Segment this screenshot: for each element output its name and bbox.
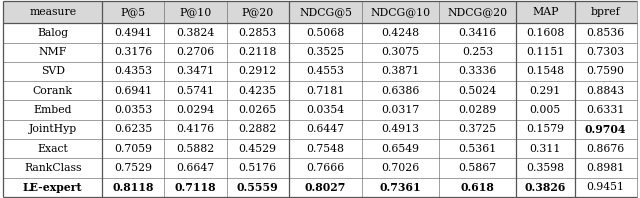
Text: 0.4176: 0.4176 [177, 124, 214, 134]
Text: 0.2882: 0.2882 [239, 124, 277, 134]
Text: 0.7118: 0.7118 [175, 182, 216, 193]
Text: Balog: Balog [37, 28, 68, 38]
Text: 0.1579: 0.1579 [526, 124, 564, 134]
Text: 0.1548: 0.1548 [526, 67, 564, 76]
Text: 0.9704: 0.9704 [585, 124, 627, 135]
Text: measure: measure [29, 7, 76, 17]
Text: 0.8981: 0.8981 [586, 163, 625, 173]
Text: 0.7026: 0.7026 [381, 163, 420, 173]
Text: 0.1608: 0.1608 [526, 28, 564, 38]
Text: 0.6447: 0.6447 [307, 124, 344, 134]
Text: 0.4529: 0.4529 [239, 144, 276, 154]
Text: 0.0317: 0.0317 [381, 105, 420, 115]
Text: 0.6386: 0.6386 [381, 86, 420, 96]
Text: 0.3416: 0.3416 [458, 28, 497, 38]
Text: 0.7529: 0.7529 [114, 163, 152, 173]
Text: 0.8536: 0.8536 [586, 28, 625, 38]
Text: 0.0294: 0.0294 [177, 105, 214, 115]
Text: 0.8118: 0.8118 [113, 182, 154, 193]
Text: RankClass: RankClass [24, 163, 81, 173]
Text: 0.0353: 0.0353 [114, 105, 152, 115]
Text: 0.3336: 0.3336 [458, 67, 497, 76]
Text: P@20: P@20 [242, 7, 274, 17]
Text: 0.7590: 0.7590 [587, 67, 625, 76]
Text: JointHyp: JointHyp [29, 124, 77, 134]
Text: LE-expert: LE-expert [23, 182, 83, 193]
Text: 0.5361: 0.5361 [458, 144, 497, 154]
Text: 0.2912: 0.2912 [239, 67, 277, 76]
Text: 0.2706: 0.2706 [177, 47, 214, 57]
Text: 0.7666: 0.7666 [307, 163, 344, 173]
Text: Corank: Corank [33, 86, 73, 96]
Text: SVD: SVD [41, 67, 65, 76]
Text: 0.9451: 0.9451 [587, 182, 625, 192]
Text: Exact: Exact [37, 144, 68, 154]
Text: 0.2118: 0.2118 [239, 47, 277, 57]
Text: P@10: P@10 [179, 7, 212, 17]
Text: 0.3826: 0.3826 [525, 182, 566, 193]
Text: MAP: MAP [532, 7, 559, 17]
Text: 0.1151: 0.1151 [526, 47, 564, 57]
Text: 0.8843: 0.8843 [586, 86, 625, 96]
Text: NDCG@20: NDCG@20 [447, 7, 508, 17]
Text: 0.3525: 0.3525 [307, 47, 344, 57]
Text: 0.291: 0.291 [530, 86, 561, 96]
Text: 0.8676: 0.8676 [586, 144, 625, 154]
Text: 0.6647: 0.6647 [177, 163, 214, 173]
Text: 0.6549: 0.6549 [381, 144, 420, 154]
Text: 0.5176: 0.5176 [239, 163, 277, 173]
Text: 0.5741: 0.5741 [177, 86, 214, 96]
Text: 0.5024: 0.5024 [458, 86, 497, 96]
Text: 0.3598: 0.3598 [526, 163, 564, 173]
Text: 0.4235: 0.4235 [239, 86, 277, 96]
Text: 0.7548: 0.7548 [307, 144, 344, 154]
Text: 0.618: 0.618 [461, 182, 495, 193]
Text: 0.5068: 0.5068 [307, 28, 344, 38]
Text: 0.7361: 0.7361 [380, 182, 421, 193]
Text: NMF: NMF [38, 47, 67, 57]
Text: 0.3176: 0.3176 [114, 47, 152, 57]
Text: 0.3471: 0.3471 [177, 67, 214, 76]
Text: 0.4248: 0.4248 [381, 28, 420, 38]
Text: Embed: Embed [33, 105, 72, 115]
Text: 0.6331: 0.6331 [586, 105, 625, 115]
Text: NDCG@5: NDCG@5 [299, 7, 352, 17]
Text: 0.6235: 0.6235 [114, 124, 152, 134]
Text: 0.5882: 0.5882 [177, 144, 214, 154]
Text: 0.4941: 0.4941 [114, 28, 152, 38]
Text: 0.7059: 0.7059 [114, 144, 152, 154]
Text: 0.4913: 0.4913 [381, 124, 420, 134]
Text: 0.0289: 0.0289 [458, 105, 497, 115]
Text: NDCG@10: NDCG@10 [371, 7, 431, 17]
Text: bpref: bpref [591, 7, 621, 17]
Text: 0.4353: 0.4353 [114, 67, 152, 76]
Text: 0.005: 0.005 [530, 105, 561, 115]
Text: 0.253: 0.253 [462, 47, 493, 57]
Text: 0.2853: 0.2853 [239, 28, 277, 38]
Text: 0.3824: 0.3824 [177, 28, 214, 38]
Text: 0.7181: 0.7181 [307, 86, 344, 96]
Text: 0.6941: 0.6941 [114, 86, 152, 96]
Text: 0.7303: 0.7303 [586, 47, 625, 57]
Text: 0.3075: 0.3075 [381, 47, 420, 57]
Text: 0.0265: 0.0265 [239, 105, 277, 115]
Text: 0.8027: 0.8027 [305, 182, 346, 193]
Text: 0.4553: 0.4553 [307, 67, 344, 76]
Text: 0.5559: 0.5559 [237, 182, 278, 193]
Text: P@5: P@5 [121, 7, 146, 17]
Text: 0.5867: 0.5867 [458, 163, 497, 173]
Text: 0.0354: 0.0354 [307, 105, 344, 115]
Text: 0.3725: 0.3725 [458, 124, 497, 134]
Text: 0.3871: 0.3871 [381, 67, 420, 76]
Text: 0.311: 0.311 [529, 144, 561, 154]
